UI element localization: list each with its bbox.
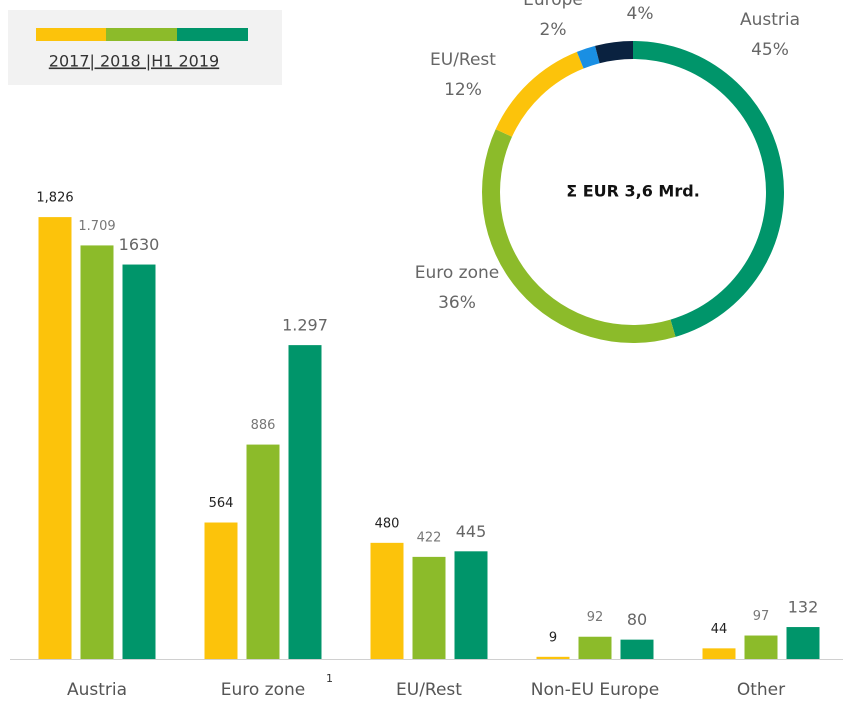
x-tick-label: Non-EU Europe xyxy=(531,680,659,700)
bar xyxy=(412,556,446,659)
segment-name: Austria xyxy=(740,10,800,30)
segment-value: 2% xyxy=(540,20,567,40)
value-label: 886 xyxy=(251,418,276,433)
bar xyxy=(454,551,488,659)
legend-swatch xyxy=(36,28,106,41)
bar xyxy=(246,444,280,659)
segment-name: EU/Rest xyxy=(430,50,496,70)
x-tick-label: Euro zone xyxy=(221,680,306,700)
donut-segment xyxy=(481,129,676,343)
bar xyxy=(38,217,72,659)
bar xyxy=(80,245,114,659)
value-label: 480 xyxy=(375,516,400,531)
value-label: 80 xyxy=(627,610,647,629)
x-tick-label: Other xyxy=(737,680,785,700)
value-label: 44 xyxy=(711,622,728,637)
segment-value: 12% xyxy=(444,80,482,100)
donut-segment xyxy=(595,41,633,64)
value-label: 9 xyxy=(549,630,557,645)
donut-segment xyxy=(576,45,600,69)
value-label: 445 xyxy=(456,522,487,541)
bar xyxy=(702,648,736,659)
value-label: 1630 xyxy=(119,235,160,254)
bar xyxy=(744,635,778,659)
segment-value: 45% xyxy=(751,40,789,60)
legend-swatch xyxy=(177,28,248,41)
value-label: 1.709 xyxy=(78,219,115,234)
bar xyxy=(536,656,570,659)
donut-center: Σ EUR 3,6 Mrd. xyxy=(566,182,700,201)
value-label: 422 xyxy=(417,530,442,545)
legend-swatch xyxy=(106,28,177,41)
bar xyxy=(288,345,322,659)
value-label: 97 xyxy=(753,609,770,624)
value-label: 92 xyxy=(587,610,604,625)
legend-box xyxy=(8,10,282,85)
segment-value: 4% xyxy=(627,4,654,24)
bar xyxy=(370,542,404,659)
segment-name: Europe xyxy=(523,0,583,10)
bar xyxy=(578,636,612,659)
value-label: 564 xyxy=(209,496,234,511)
x-tick-label: EU/Rest xyxy=(396,680,462,700)
bar xyxy=(122,264,156,659)
segment-value: 36% xyxy=(438,293,476,313)
bar xyxy=(204,522,238,659)
bar xyxy=(786,627,820,659)
segment-name: Euro zone xyxy=(415,263,500,283)
donut-segment xyxy=(633,41,784,337)
footnote-mark: 1 xyxy=(326,672,333,685)
bar xyxy=(620,639,654,659)
legend-text: 2017| 2018 |H1 2019 xyxy=(49,52,219,71)
value-label: 132 xyxy=(788,598,819,617)
value-label: 1.297 xyxy=(282,316,328,335)
value-label: 1,826 xyxy=(36,191,73,206)
x-tick-label: Austria xyxy=(67,680,127,700)
donut-segment xyxy=(495,51,584,137)
